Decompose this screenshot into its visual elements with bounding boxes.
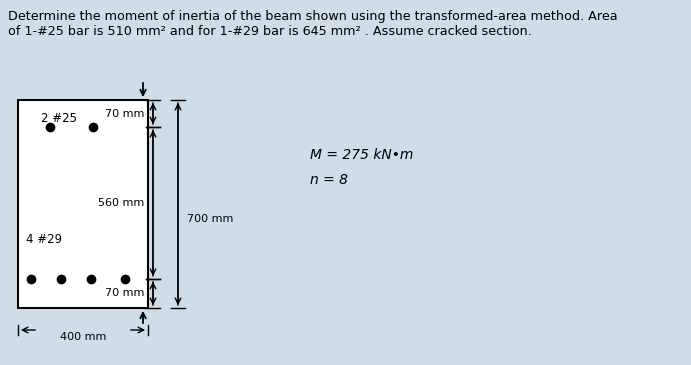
- Text: 70 mm: 70 mm: [104, 288, 144, 299]
- Text: Determine the moment of inertia of the beam shown using the transformed-area met: Determine the moment of inertia of the b…: [8, 10, 618, 23]
- Text: 700 mm: 700 mm: [187, 214, 234, 224]
- Text: 400 mm: 400 mm: [60, 332, 106, 342]
- Bar: [18, 100, 148, 308]
- Text: 2 #25: 2 #25: [41, 112, 77, 126]
- Text: 70 mm: 70 mm: [104, 108, 144, 119]
- Text: M = 275 kN•m: M = 275 kN•m: [310, 148, 413, 162]
- Text: 560 mm: 560 mm: [97, 198, 144, 208]
- Text: n = 8: n = 8: [310, 173, 348, 187]
- Text: 4 #29: 4 #29: [26, 233, 62, 246]
- Text: of 1-#25 bar is 510 mm² and for 1-#29 bar is 645 mm² . Assume cracked section.: of 1-#25 bar is 510 mm² and for 1-#29 ba…: [8, 25, 532, 38]
